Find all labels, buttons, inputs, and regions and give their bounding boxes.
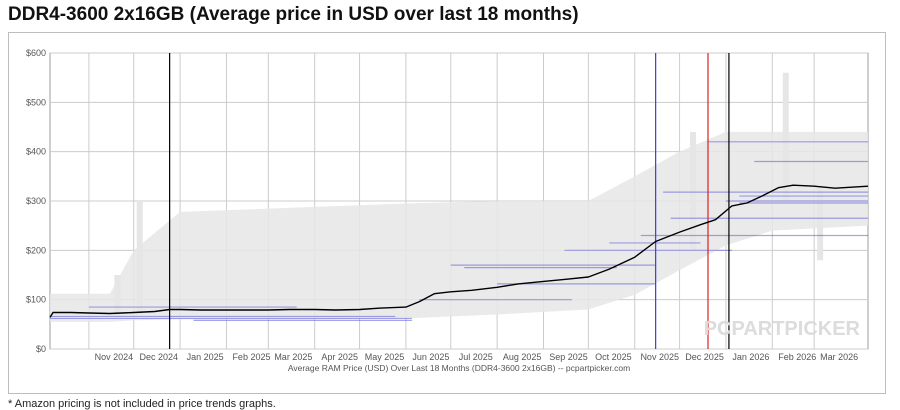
x-tick-label: Nov 2025	[640, 352, 679, 362]
y-tick-label: $400	[26, 147, 46, 157]
x-tick-label: Mar 2026	[820, 352, 858, 362]
x-tick-label: Feb 2025	[232, 352, 270, 362]
price-trend-chart: PCPARTPICKER $0 $100 $200 $300 $400 $500 $600 No…	[26, 48, 869, 373]
y-tick-label: $500	[26, 97, 46, 107]
x-tick-label: Sep 2025	[549, 352, 588, 362]
price-range-band	[50, 131, 868, 322]
y-tick-label: $0	[36, 344, 46, 354]
x-tick-label: Mar 2025	[274, 352, 312, 362]
x-tick-label: Feb 2026	[778, 352, 816, 362]
x-tick-label: Jul 2025	[459, 352, 493, 362]
average-price-line	[49, 184, 869, 318]
y-tick-label: $200	[26, 245, 46, 255]
price-spike	[782, 72, 789, 201]
x-tick-label: Apr 2025	[321, 352, 358, 362]
x-tick-label: Oct 2025	[595, 352, 632, 362]
y-tick-label: $600	[26, 48, 46, 58]
x-tick-label: Dec 2025	[685, 352, 724, 362]
price-spike	[817, 186, 824, 261]
x-tick-label: Jan 2025	[187, 352, 224, 362]
y-tick-label: $300	[26, 196, 46, 206]
price-spike	[136, 201, 143, 315]
watermark-label: PCPARTPICKER	[704, 318, 861, 340]
page-title: DDR4-3600 2x16GB (Average price in USD o…	[8, 4, 579, 25]
x-axis-label: Average RAM Price (USD) Over Last 18 Mon…	[288, 363, 630, 373]
footnote: * Amazon pricing is not included in pric…	[8, 398, 276, 410]
x-tick-label: Jan 2026	[732, 352, 769, 362]
x-tick-label: Nov 2024	[95, 352, 134, 362]
y-tick-label: $100	[26, 295, 46, 305]
x-tick-label: Dec 2024	[139, 352, 178, 362]
price-spike	[690, 131, 697, 251]
chart-frame: PCPARTPICKER $0 $100 $200 $300 $400 $500 $600 No…	[8, 32, 886, 394]
x-tick-label: May 2025	[365, 352, 405, 362]
x-tick-label: Aug 2025	[503, 352, 542, 362]
price-spike	[114, 275, 121, 317]
x-tick-label: Jun 2025	[412, 352, 449, 362]
